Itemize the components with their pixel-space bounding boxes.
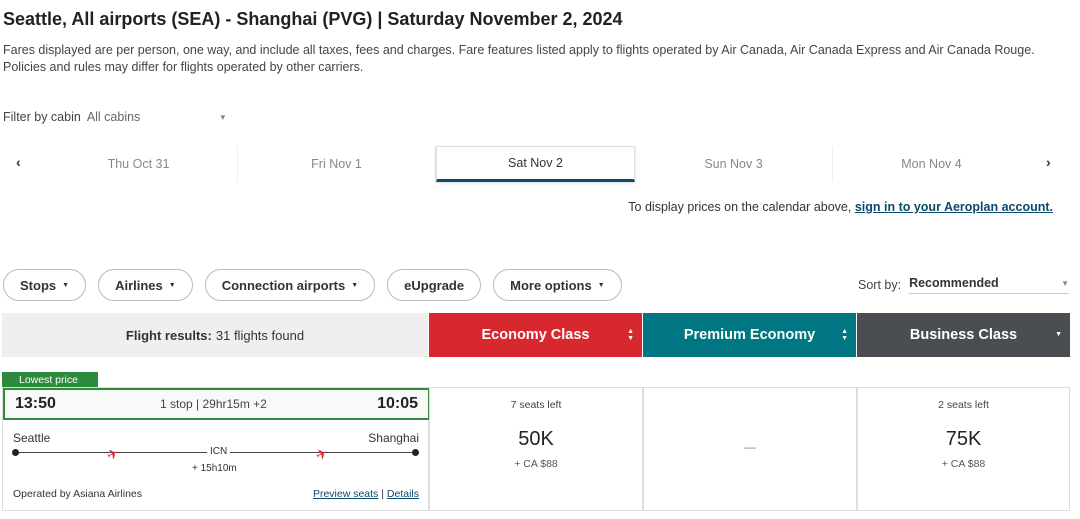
stops-filter-button[interactable]: Stops ▼ [3,269,87,301]
caret-down-icon: ▼ [168,281,176,289]
more-options-button[interactable]: More options ▼ [493,269,622,301]
premium-fare-cell: — [643,387,857,511]
sort-arrows-icon: ▲ ▼ [841,328,848,342]
destination-dot [412,449,419,456]
caret-down-icon: ▼ [1055,331,1062,338]
sort-label: Sort by: [858,278,902,292]
flight-results-header: Flight results: 31 flights found [2,313,428,357]
fare-disclaimer: Fares displayed are per person, one way,… [3,43,1035,74]
economy-fare-cell[interactable]: 7 seats left 50K + CA $88 [429,387,643,511]
chevron-down-icon: ▼ [218,113,227,122]
caret-down-icon: ▼ [351,281,359,289]
sort-arrows-icon: ▲ ▼ [627,328,634,342]
operated-by: Operated by Asiana Airlines [13,488,142,500]
details-link[interactable]: Details [386,488,419,500]
signin-notice: To display prices on the calendar above,… [628,200,1053,214]
origin-city: Seattle [13,431,51,445]
page-title: Seattle, All airports (SEA) - Shanghai (… [3,9,623,29]
eupgrade-label: eUpgrade [404,277,465,293]
business-class-label: Business Class [909,327,1018,343]
stops-label: Stops [20,277,57,293]
sort-select[interactable]: Recommended ▼ [909,276,1070,294]
business-fare-cell[interactable]: 2 seats left 75K + CA $88 [857,387,1070,511]
economy-class-label: Economy Class [481,327,590,343]
flight-summary: 1 stop | 29hr15m +2 [160,397,267,411]
destination-city: Shanghai [368,431,419,445]
seats-left: 2 seats left [938,399,989,411]
stop-airport-code: ICN [207,446,231,457]
departure-time: 13:50 [15,395,56,412]
date-tab-sun-nov-3[interactable]: Sun Nov 3 [635,146,833,182]
flight-links: Preview seats | Details [313,488,419,500]
caret-down-icon: ▼ [62,281,70,289]
signin-text: To display prices on the calendar above, [628,200,855,214]
date-tab-sat-nov-2[interactable]: Sat Nov 2 [436,146,635,182]
arrival-time: 10:05 [377,395,418,412]
eupgrade-filter-button[interactable]: eUpgrade [387,269,482,301]
airplane-icon: ✈ [312,444,331,464]
signin-link[interactable]: sign in to your Aeroplan account. [854,200,1053,214]
flight-card[interactable]: 13:50 1 stop | 29hr15m +2 10:05 Seattle … [2,387,430,511]
airplane-icon: ✈ [103,444,122,464]
premium-economy-header[interactable]: Premium Economy ▲ ▼ [643,313,856,357]
layover-duration: + 15h10m [192,463,237,474]
cabin-filter: Filter by cabin All cabins ▼ [3,110,227,124]
cabin-filter-value: All cabins [86,110,141,124]
sort-control: Sort by: Recommended ▼ [858,276,1070,294]
date-tab-mon-nov-4[interactable]: Mon Nov 4 [901,157,962,171]
next-date-button[interactable]: › [1046,154,1051,170]
caret-down-icon: ▼ [597,281,605,289]
connection-airports-filter-button[interactable]: Connection airports ▼ [204,269,376,301]
preview-seats-link[interactable]: Preview seats [312,488,379,500]
chevron-down-icon: ▼ [1061,279,1070,288]
prev-date-button[interactable]: ‹ [16,154,21,170]
fare-cash: + CA $88 [941,458,986,470]
fare-unavailable: — [744,440,756,454]
flight-times-row: 13:50 1 stop | 29hr15m +2 10:05 [3,388,430,420]
date-tab-fri-nov-1[interactable]: Fri Nov 1 [238,146,436,182]
airlines-filter-button[interactable]: Airlines ▼ [98,269,193,301]
cabin-filter-label: Filter by cabin [3,110,81,124]
airlines-label: Airlines [115,277,163,293]
fare-points: 50K [518,428,554,450]
link-separator: | [381,488,384,500]
sort-value: Recommended [909,276,999,290]
business-class-header[interactable]: Business Class ▼ [857,313,1070,357]
economy-class-header[interactable]: Economy Class ▲ ▼ [429,313,642,357]
results-label: Flight results: [125,327,212,343]
fare-points: 75K [945,428,982,450]
seats-left: 7 seats left [510,399,562,411]
premium-economy-label: Premium Economy [683,327,816,343]
date-tab-thu-oct-31[interactable]: Thu Oct 31 [40,146,238,182]
date-carousel: Thu Oct 31 Fri Nov 1 Sat Nov 2 Sun Nov 3… [40,146,1030,182]
more-options-label: More options [510,277,592,293]
results-count: 31 flights found [215,327,305,343]
connection-label: Connection airports [221,277,346,293]
cabin-filter-select[interactable]: All cabins ▼ [87,110,227,124]
origin-dot [12,449,19,456]
fare-cash: + CA $88 [514,458,558,470]
filter-chips: Stops ▼ Airlines ▼ Connection airports ▼ eU… [3,269,622,301]
lowest-price-badge: Lowest price [2,372,98,388]
